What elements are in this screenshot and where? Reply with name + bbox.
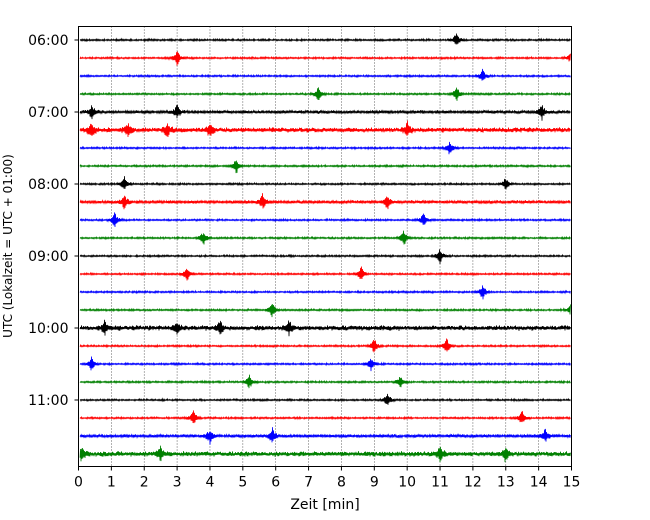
y-axis: 06:00 07:00 08:00 09:00 10:00 11:00 — [28, 33, 79, 409]
x-axis: 0 1 2 3 4 5 6 7 8 9 10 11 12 13 14 15 — [74, 466, 581, 491]
x-tick-label: 15 — [563, 475, 581, 491]
trace-0600 — [79, 33, 571, 45]
trace-0830 — [79, 212, 571, 227]
y-tick-label: 11:00 — [28, 393, 68, 409]
trace-1045 — [79, 374, 571, 389]
x-tick-label: 10 — [398, 475, 416, 491]
x-tick-label: 6 — [271, 475, 280, 491]
x-grid — [111, 26, 539, 467]
trace-0800 — [79, 176, 571, 190]
y-tick-label: 06:00 — [28, 33, 68, 49]
trace-0615 — [79, 51, 571, 66]
plot-frame — [78, 26, 572, 467]
trace-0845 — [79, 230, 571, 245]
x-tick-label: 7 — [304, 475, 313, 491]
trace-0815 — [79, 193, 571, 210]
trace-0900 — [79, 249, 571, 265]
x-tick-label: 3 — [173, 475, 182, 491]
trace-1100 — [79, 393, 571, 405]
traces — [79, 33, 571, 463]
trace-1015 — [79, 338, 571, 353]
y-tick-label: 10:00 — [28, 321, 68, 337]
x-axis-label: Zeit [min] — [290, 497, 359, 513]
x-tick-label: 5 — [238, 475, 247, 491]
x-tick-label: 2 — [140, 475, 149, 491]
x-tick-label: 4 — [206, 475, 215, 491]
x-tick-label: 1 — [107, 475, 116, 491]
x-tick-label: 8 — [337, 475, 346, 491]
trace-0630 — [79, 68, 571, 81]
trace-0945 — [79, 304, 571, 318]
trace-1030 — [79, 356, 571, 372]
trace-0730 — [79, 141, 571, 155]
y-tick-label: 09:00 — [28, 249, 68, 265]
trace-0930 — [79, 285, 571, 300]
x-tick-label: 12 — [464, 475, 482, 491]
x-tick-label: 11 — [431, 475, 449, 491]
trace-0915 — [79, 266, 571, 281]
trace-0715 — [79, 120, 571, 138]
y-tick-label: 07:00 — [28, 105, 68, 121]
trace-0700 — [79, 104, 571, 121]
y-tick-label: 08:00 — [28, 177, 68, 193]
trace-0645 — [79, 87, 571, 101]
y-axis-label: UTC (Lokalzeit = UTC + 01:00) — [1, 154, 15, 338]
trace-1115 — [79, 410, 571, 424]
x-tick-label: 14 — [530, 475, 548, 491]
x-tick-label: 9 — [370, 475, 379, 491]
trace-1000 — [79, 319, 571, 337]
trace-1145 — [79, 445, 571, 463]
trace-1130 — [79, 427, 571, 445]
x-tick-label: 0 — [74, 475, 83, 491]
x-tick-label: 13 — [497, 475, 515, 491]
trace-0745 — [79, 160, 571, 174]
